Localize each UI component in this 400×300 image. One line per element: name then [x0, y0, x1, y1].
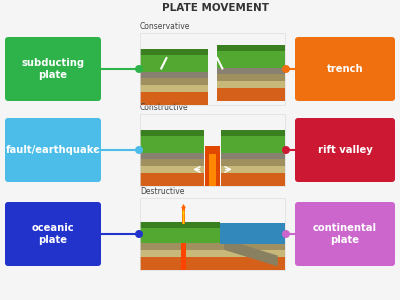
- Bar: [221, 166, 285, 173]
- Bar: [221, 159, 285, 166]
- Text: trench: trench: [327, 64, 363, 74]
- Bar: [140, 72, 208, 78]
- Circle shape: [135, 65, 143, 73]
- Bar: [140, 130, 204, 136]
- Bar: [208, 33, 217, 105]
- Bar: [140, 243, 220, 250]
- Bar: [140, 159, 204, 166]
- Text: rift valley: rift valley: [318, 145, 372, 155]
- Bar: [181, 243, 186, 270]
- FancyBboxPatch shape: [295, 118, 395, 182]
- Bar: [217, 88, 285, 101]
- Bar: [217, 45, 285, 68]
- Bar: [205, 146, 220, 186]
- FancyBboxPatch shape: [5, 37, 101, 101]
- Text: continental
plate: continental plate: [313, 223, 377, 245]
- Bar: [221, 130, 285, 153]
- Bar: [217, 45, 285, 51]
- Bar: [140, 49, 208, 55]
- Bar: [217, 68, 285, 74]
- Circle shape: [282, 146, 290, 154]
- Polygon shape: [224, 239, 278, 266]
- Bar: [140, 222, 220, 227]
- FancyBboxPatch shape: [5, 202, 101, 266]
- Bar: [209, 154, 216, 186]
- Text: fault/earthquake: fault/earthquake: [6, 145, 100, 155]
- Bar: [140, 222, 220, 245]
- FancyBboxPatch shape: [295, 202, 395, 266]
- Bar: [217, 74, 285, 81]
- Bar: [217, 81, 285, 88]
- Bar: [221, 130, 285, 136]
- Circle shape: [282, 230, 290, 238]
- Text: subducting
plate: subducting plate: [22, 58, 84, 80]
- Circle shape: [135, 230, 143, 238]
- Bar: [140, 243, 285, 250]
- Bar: [140, 166, 204, 173]
- FancyArrow shape: [181, 204, 186, 224]
- Circle shape: [282, 65, 290, 73]
- Bar: [140, 130, 204, 153]
- Bar: [140, 250, 220, 257]
- Bar: [140, 257, 285, 270]
- Text: PLATE MOVEMENT: PLATE MOVEMENT: [162, 3, 268, 13]
- Text: Destructive: Destructive: [140, 187, 184, 196]
- Bar: [140, 173, 204, 186]
- Bar: [140, 153, 204, 159]
- Bar: [140, 49, 208, 72]
- Bar: [221, 153, 285, 159]
- Bar: [221, 173, 285, 186]
- Text: oceanic
plate: oceanic plate: [32, 223, 74, 245]
- Bar: [140, 78, 208, 85]
- Bar: [140, 92, 208, 105]
- Bar: [215, 223, 285, 244]
- Bar: [140, 33, 285, 105]
- Bar: [140, 114, 285, 186]
- Circle shape: [135, 146, 143, 154]
- Bar: [140, 198, 285, 270]
- FancyArrow shape: [182, 210, 185, 224]
- Text: Conservative: Conservative: [140, 22, 190, 31]
- Bar: [140, 85, 208, 92]
- FancyBboxPatch shape: [295, 37, 395, 101]
- Text: Constructive: Constructive: [140, 103, 189, 112]
- Bar: [140, 250, 285, 257]
- FancyBboxPatch shape: [5, 118, 101, 182]
